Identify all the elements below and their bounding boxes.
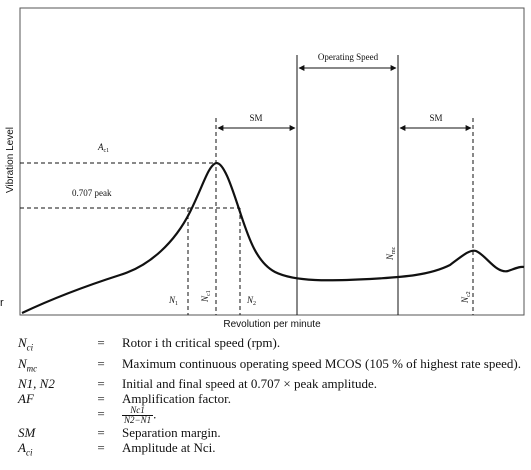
- half-power-label: 0.707 peak: [72, 188, 112, 198]
- legend-equals: =: [97, 335, 105, 350]
- legend-description: Amplification factor.: [122, 391, 232, 407]
- legend-equals: =: [97, 440, 105, 456]
- legend-description: Separation margin.: [122, 425, 221, 441]
- nc1-label: Nc1: [200, 290, 212, 303]
- plot-frame: [19, 7, 525, 316]
- legend-symbol: AF: [18, 391, 34, 407]
- legend-symbol: Aci: [18, 440, 33, 458]
- legend-symbol: N1, N2: [18, 376, 55, 392]
- af-fraction: Nc1 N2−N1: [122, 406, 154, 426]
- sm-left-label: SM: [249, 113, 262, 123]
- legend-equals: =: [97, 406, 105, 422]
- response-diagram: Vibration Level Revolution per minute Op…: [5, 7, 525, 330]
- legend-row-af: AF = Amplification factor.: [18, 391, 523, 406]
- legend-symbol: Nci: [18, 335, 34, 353]
- nc2-label: Nc2: [460, 291, 472, 304]
- legend-row-nci: Nci = Rotor i th critical speed (rpm).: [18, 335, 523, 356]
- legend-row-aci: Aci = Amplitude at Nci.: [18, 440, 523, 461]
- legend-symbol: SM: [18, 425, 36, 441]
- amplitude-sub: c1: [104, 148, 110, 154]
- y-axis-label: Vibration Level: [5, 127, 16, 193]
- sm-right-label: SM: [429, 113, 442, 123]
- fraction-numerator: Nc1: [122, 406, 154, 417]
- legend-symbol: Nmc: [18, 355, 38, 374]
- legend-description: Initial and final speed at 0.707 × peak …: [122, 376, 377, 392]
- legend-description: Maximum continuous operating speed MCOS …: [122, 355, 521, 371]
- legend-equals: =: [97, 355, 105, 371]
- vibration-response-curve: [21, 161, 525, 314]
- amplitude-label: Ac1: [97, 142, 109, 154]
- legend-equals: =: [97, 376, 105, 392]
- legend-description: Rotor i th critical speed (rpm).: [122, 335, 281, 350]
- operating-speed-label: Operating Speed: [318, 52, 379, 62]
- page-edge-fragment: r: [0, 297, 4, 309]
- legend-row-n1-n2: N1, N2 = Initial and final speed at 0.70…: [18, 376, 523, 391]
- n2-label: N2: [246, 295, 256, 307]
- legend-equals: =: [97, 391, 105, 407]
- symbol-legend: Nci = Rotor i th critical speed (rpm). N…: [18, 335, 523, 461]
- legend-description: Nc1 N2−N1 .: [122, 405, 157, 426]
- n1-label: N1: [168, 295, 178, 307]
- nmc-label: Nmc: [385, 246, 397, 261]
- fraction-denominator: N2−N1: [124, 415, 152, 426]
- legend-row-af-formula: = Nc1 N2−N1 .: [18, 406, 523, 425]
- x-axis-label: Revolution per minute: [223, 319, 321, 330]
- legend-description: Amplitude at Nci.: [122, 440, 216, 456]
- legend-row-nmc: Nmc = Maximum continuous operating speed…: [18, 356, 523, 377]
- legend-equals: =: [97, 425, 105, 441]
- legend-row-sm: SM = Separation margin.: [18, 425, 523, 440]
